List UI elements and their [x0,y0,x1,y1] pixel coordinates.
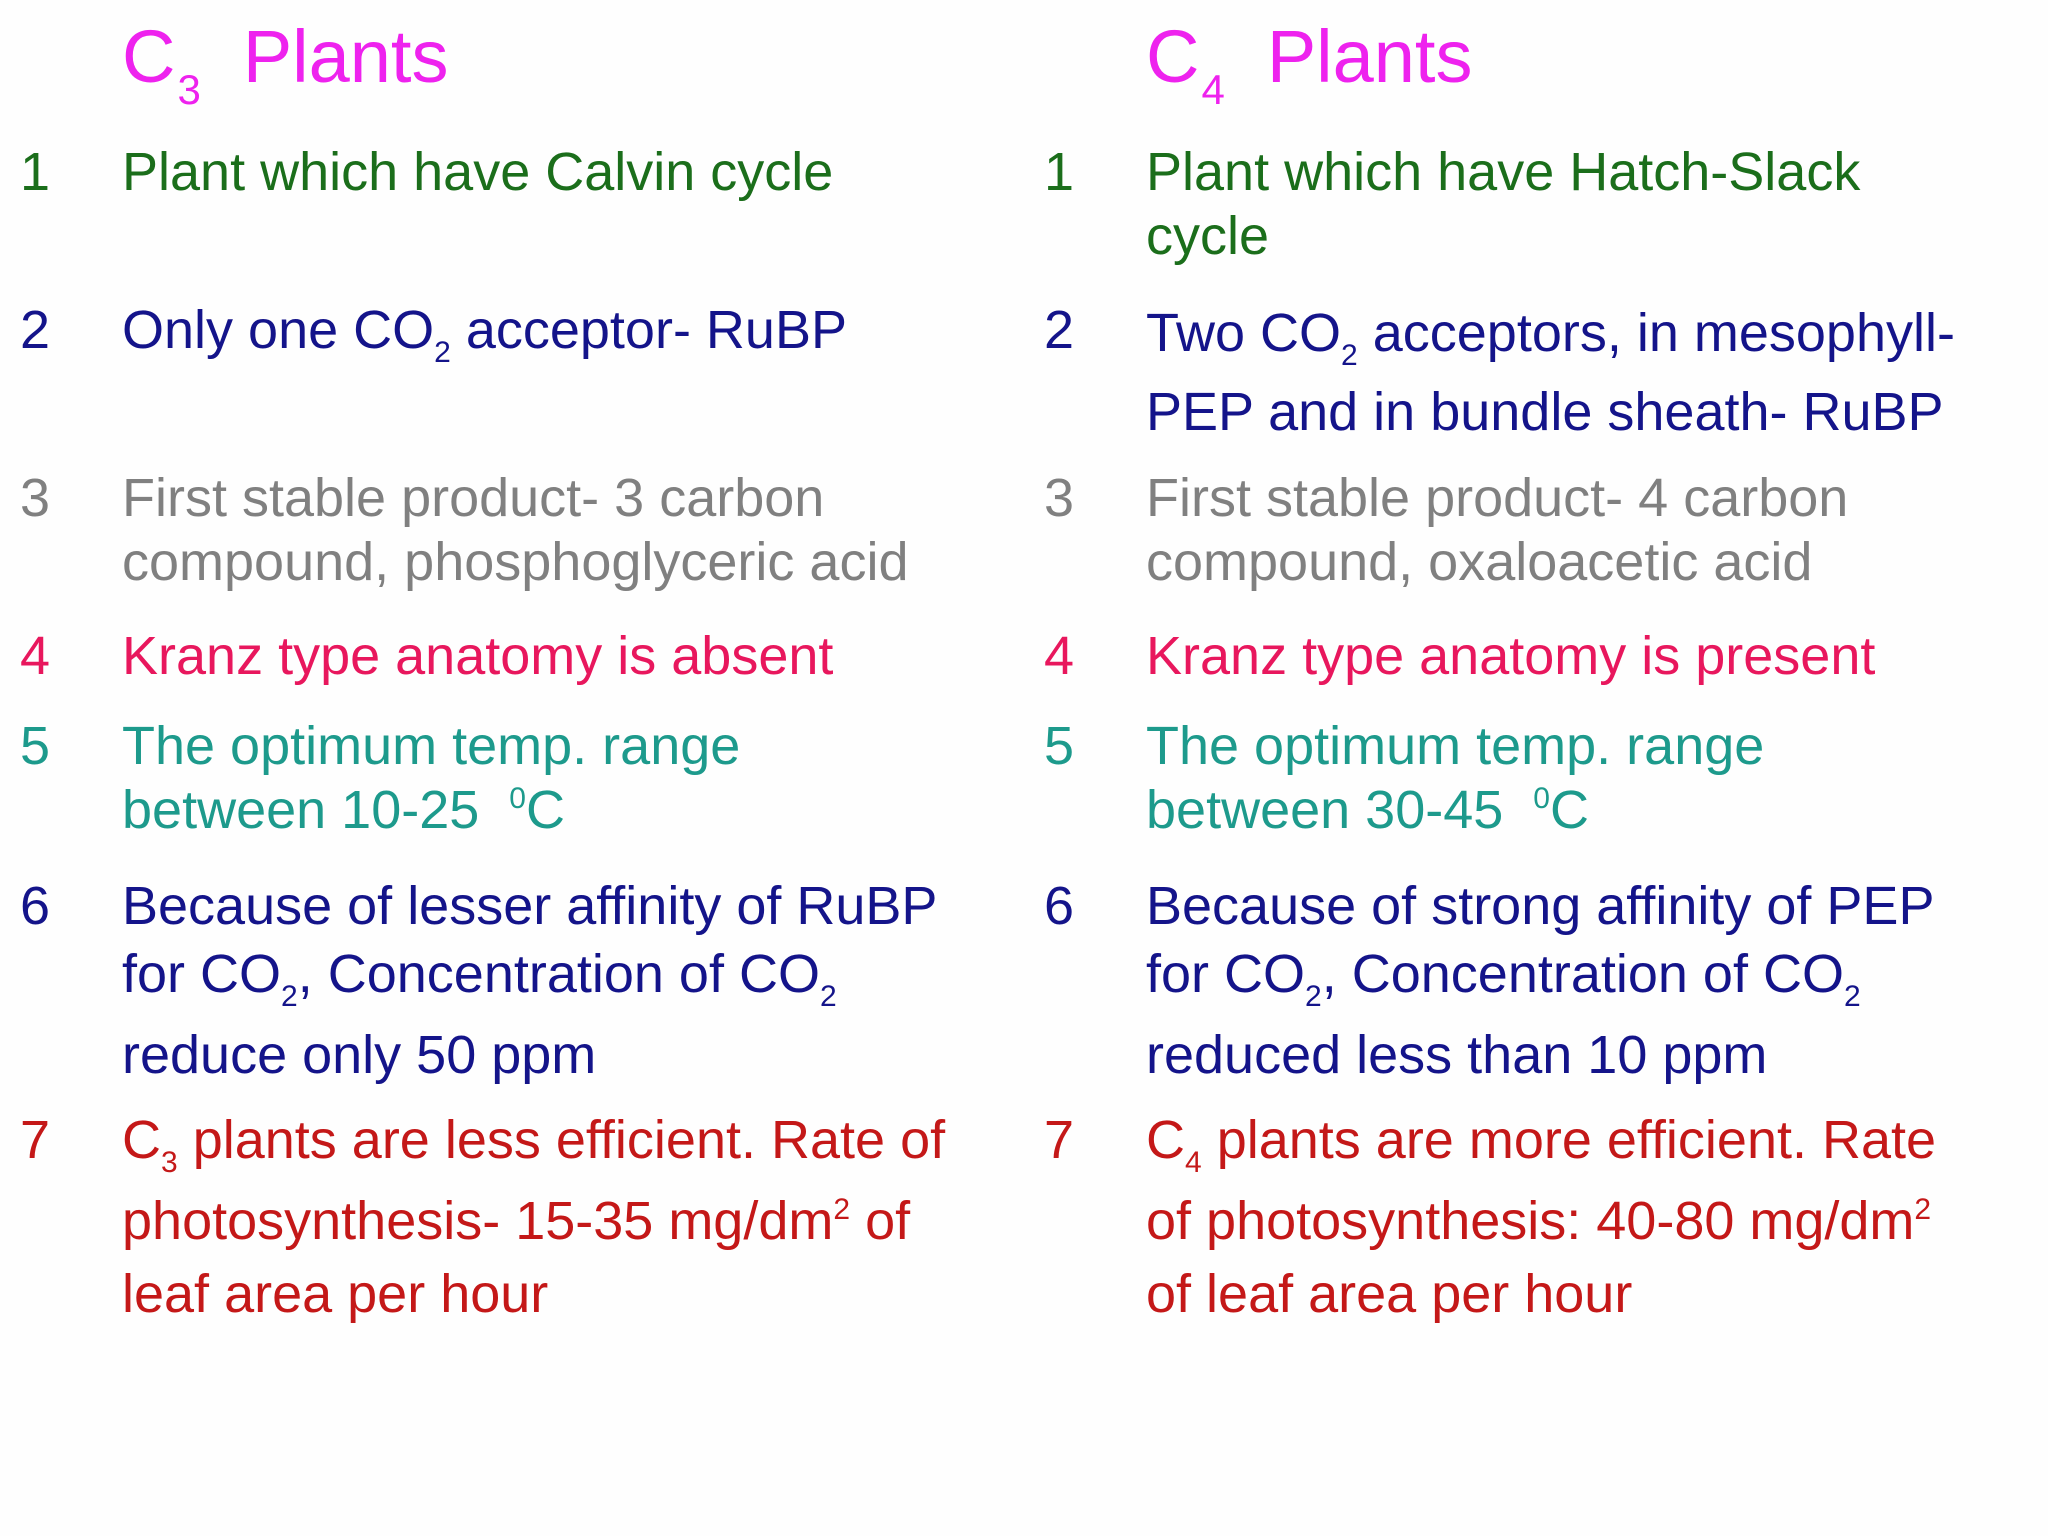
c3-row-6-number: 6 [20,876,51,936]
c3-row-4-text: Kranz type anatomy is absent [122,624,833,688]
c4-row-7-superscript: 2 [1914,1193,1932,1226]
c3-row-6-part-b: , Concentration of CO [297,944,820,1004]
c3-row-2-text: Only one CO2 acceptor- RuBP [122,298,847,371]
c4-row-7-part-a: C [1146,1110,1185,1170]
c3-heading-word: Plants [242,15,449,98]
c3-row-7-text: C3 plants are less efficient. Rate of ph… [122,1108,945,1326]
c4-row-1-number: 1 [1044,142,1075,202]
c4-row-2-part-b: acceptors, in mesophyll- [1357,303,1955,363]
c3-row-4-line-1: Kranz type anatomy is absent [122,626,834,686]
c4-row-7-subscript: 4 [1185,1146,1202,1179]
c4-row-5-unit: C [1549,780,1589,840]
c4-row-6-line-2: for CO2, Concentration of CO2 [1146,942,1934,1015]
c4-row-5-temp-range: between 30-45 [1146,780,1534,840]
c3-row-7-part-a: C [122,1110,161,1170]
c4-row-7-line-2: of photosynthesis: 40-80 mg/dm2 [1146,1189,1936,1262]
c3-row-4-number: 4 [20,626,51,686]
c3-row-7-line-3: leaf area per hour [122,1264,549,1324]
c3-row-7-line-1: C3 plants are less efficient. Rate of [122,1108,945,1181]
c3-row-5-text: The optimum temp. range between 10-25 0C [122,714,740,851]
c4-row-6-line-1: Because of strong affinity of PEP [1146,876,1935,936]
c4-row-5-line-2: between 30-45 0C [1146,778,1764,851]
c3-row-3-text: First stable product- 3 carbon compound,… [122,466,908,594]
c4-row-2-line-1: Two CO2 acceptors, in mesophyll- [1146,298,1955,377]
c4-row-2-subscript: 2 [1341,339,1358,372]
c4-row-5-number: 5 [1044,716,1075,776]
c3-row-6-subscript-2: 2 [819,980,837,1013]
c3-row-6-part-a: for CO [122,944,282,1004]
c3-heading: C3 Plants [122,12,448,113]
c4-row-2-text: Two CO2 acceptors, in mesophyll- PEP and… [1146,298,1955,448]
c4-row-7-text: C4 plants are more efficient. Rate of ph… [1146,1108,1936,1326]
c4-row-6-line-3: reduced less than 10 ppm [1146,1025,1768,1085]
c4-row-3-text: First stable product- 4 carbon compound,… [1146,466,1848,594]
c4-row-2-part-a: Two CO [1146,303,1342,363]
c3-row-2-part-a: Only one CO [122,300,435,360]
c3-row-2-part-b: acceptor- RuBP [450,300,847,360]
c3-row-3-line-2: compound, phosphoglyceric acid [122,532,909,592]
c3-row-5-line-1: The optimum temp. range [122,716,741,776]
c3-row-1-number: 1 [20,142,51,202]
c4-row-6-subscript-2: 2 [1843,980,1861,1013]
c3-row-2-line-1: Only one CO2 acceptor- RuBP [122,298,847,371]
c4-row-5-text: The optimum temp. range between 30-45 0C [1146,714,1764,851]
c3-row-6-subscript-1: 2 [281,980,298,1013]
c4-row-7-line-3: of leaf area per hour [1146,1264,1633,1324]
c4-row-7-line-1: C4 plants are more efficient. Rate [1146,1108,1936,1181]
c3-row-3-number: 3 [20,468,51,528]
c3-row-1-text: Plant which have Calvin cycle [122,140,833,204]
c3-row-3-line-1: First stable product- 3 carbon [122,468,825,528]
c3-heading-subscript: 3 [177,66,201,113]
c4-row-3-line-1: First stable product- 4 carbon [1146,468,1849,528]
c4-row-5-line-1: The optimum temp. range [1146,716,1765,776]
c3-row-7-part-b: plants are less efficient. Rate of [177,1110,946,1170]
c4-row-1-line-2: cycle [1146,206,1270,266]
c4-row-3-number: 3 [1044,468,1075,528]
c3-row-1-line-1: Plant which have Calvin cycle [122,142,834,202]
c4-row-3-line-2: compound, oxaloacetic acid [1146,532,1813,592]
c4-row-6-text: Because of strong affinity of PEP for CO… [1146,874,1934,1087]
c4-row-1-text: Plant which have Hatch-Slack cycle [1146,140,1860,268]
c3-row-6-line-3: reduce only 50 ppm [122,1025,597,1085]
c3-row-5-line-2: between 10-25 0C [122,778,740,851]
c4-row-6-part-b: , Concentration of CO [1321,944,1844,1004]
c3-row-5-unit: C [525,780,565,840]
c3-row-7-rate: photosynthesis- 15-35 mg/dm [122,1191,834,1251]
c4-heading-subscript: 4 [1201,66,1225,113]
c4-row-6-subscript-1: 2 [1305,980,1322,1013]
c4-row-4-text: Kranz type anatomy is present [1146,624,1875,688]
c3-row-5-temp-range: between 10-25 [122,780,510,840]
c4-heading: C4 Plants [1146,12,1472,113]
c3-row-6-text: Because of lesser affinity of RuBP for C… [122,874,937,1087]
c3-row-5-degree: 0 [509,782,526,815]
c4-row-5-degree: 0 [1533,782,1550,815]
c3-heading-letter: C [122,15,176,98]
c4-row-1-line-1: Plant which have Hatch-Slack [1146,142,1861,202]
c4-row-7-number: 7 [1044,1110,1075,1170]
c3-row-7-superscript: 2 [833,1193,851,1226]
c4-row-6-number: 6 [1044,876,1075,936]
c3-row-6-line-2: for CO2, Concentration of CO2 [122,942,937,1015]
c3-row-6-line-1: Because of lesser affinity of RuBP [122,876,938,936]
c3-row-2-number: 2 [20,300,51,360]
c4-heading-word: Plants [1266,15,1473,98]
c4-row-4-number: 4 [1044,626,1075,686]
c4-row-7-part-b: plants are more efficient. Rate [1201,1110,1937,1170]
c4-row-4-line-1: Kranz type anatomy is present [1146,626,1876,686]
c3-row-7-subscript: 3 [161,1146,178,1179]
c3-row-5-number: 5 [20,716,51,776]
c3-row-2-subscript: 2 [434,336,451,369]
c3-row-7-line-2: photosynthesis- 15-35 mg/dm2 of [122,1189,945,1262]
c4-row-7-rate: of photosynthesis: 40-80 mg/dm [1146,1191,1915,1251]
c4-row-2-number: 2 [1044,300,1075,360]
c4-heading-letter: C [1146,15,1200,98]
c3-row-7-rate-tail: of [850,1191,911,1251]
c4-row-2-line-2: PEP and in bundle sheath- RuBP [1146,382,1944,442]
c3-row-7-number: 7 [20,1110,51,1170]
c4-row-6-part-a: for CO [1146,944,1306,1004]
